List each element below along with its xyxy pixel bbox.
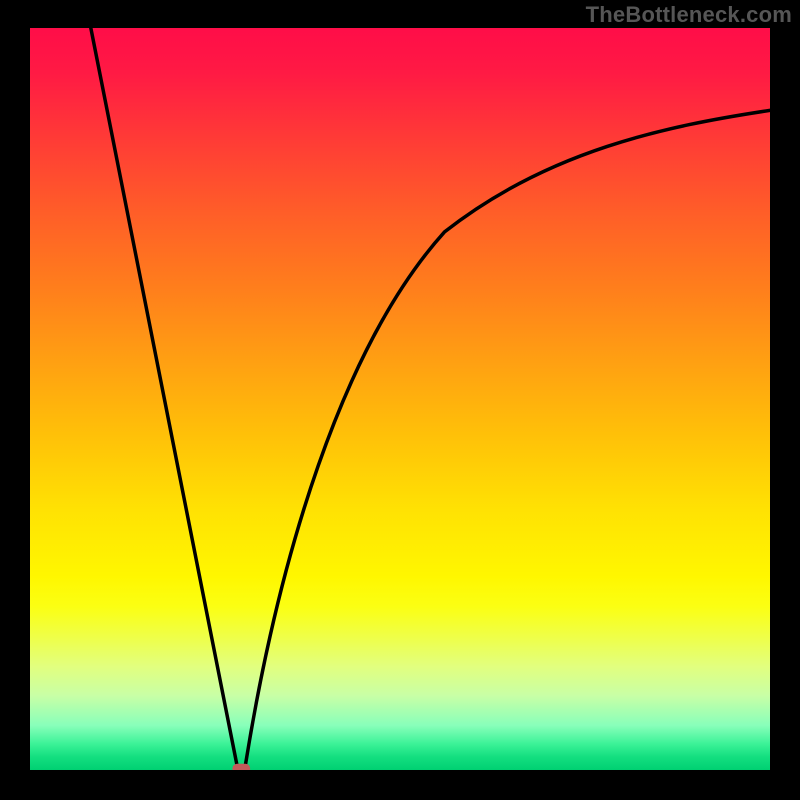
gradient-background — [30, 28, 770, 770]
plot-area — [30, 28, 770, 770]
chart-frame: TheBottleneck.com — [0, 0, 800, 800]
min-marker — [232, 764, 250, 770]
watermark-text: TheBottleneck.com — [586, 2, 792, 28]
bottleneck-curve-chart — [30, 28, 770, 770]
